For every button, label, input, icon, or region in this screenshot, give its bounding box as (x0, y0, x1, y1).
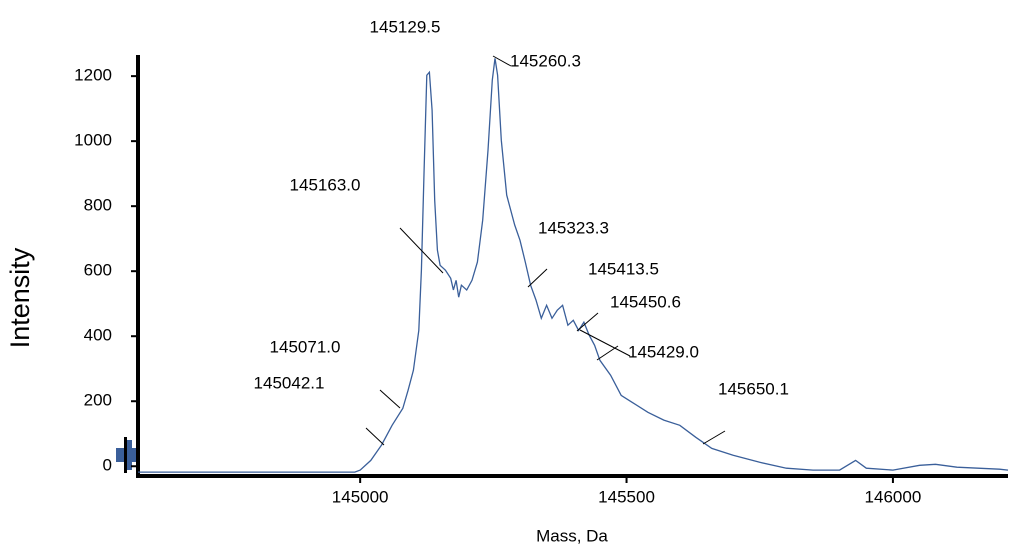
y-tick-label: 1200 (74, 66, 112, 85)
peak-annotation: 145071.0 (270, 337, 341, 356)
peak-annotation: 145429.0 (628, 342, 699, 361)
peak-annotation: 145650.1 (718, 379, 789, 398)
spectrum-line (138, 58, 1009, 473)
annotation-leader (579, 329, 631, 357)
cursor-icon (116, 437, 140, 473)
peak-annotation: 145129.5 (370, 17, 441, 36)
peak-annotation: 145042.1 (254, 373, 325, 392)
y-tick-label: 600 (84, 261, 112, 280)
y-tick-label: 0 (103, 456, 112, 475)
annotation-leader (596, 345, 619, 361)
peak-annotation: 145413.5 (588, 259, 659, 278)
peak-annotation: 145260.3 (510, 51, 581, 70)
x-tick-label: 145000 (332, 487, 389, 506)
y-tick-label: 200 (84, 391, 112, 410)
annotation-leader (399, 227, 444, 274)
y-tick-label: 800 (84, 196, 112, 215)
annotation-leader (492, 55, 512, 67)
x-tick-label: 146000 (865, 487, 922, 506)
annotation-leader (365, 427, 385, 446)
peak-annotation: 145450.6 (610, 292, 681, 311)
annotation-leader (379, 389, 401, 409)
peak-annotation: 145323.3 (538, 218, 609, 237)
y-axis-label: Intensity (5, 247, 35, 348)
peak-annotation: 145163.0 (290, 175, 361, 194)
x-tick-label: 145500 (598, 487, 655, 506)
y-tick-label: 1000 (74, 131, 112, 150)
annotation-leader (702, 430, 726, 445)
y-tick-label: 400 (84, 326, 112, 345)
annotation-leader (576, 312, 599, 332)
x-axis-label: Mass, Da (536, 526, 608, 545)
annotation-leader (527, 268, 548, 288)
